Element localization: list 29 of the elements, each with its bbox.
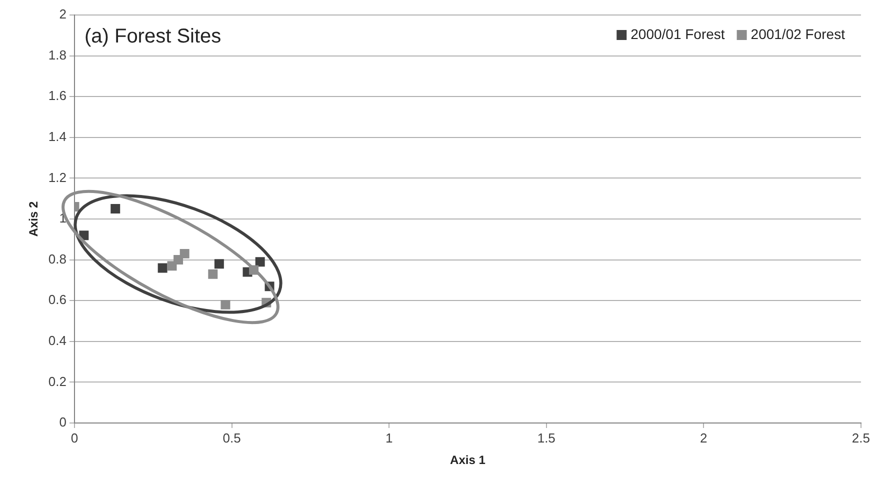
y-tick-label: 2 <box>59 6 66 22</box>
point <box>220 300 230 310</box>
x-tick-label: 0 <box>70 430 78 446</box>
y-tick-label: 0.8 <box>48 251 66 266</box>
point <box>180 248 190 258</box>
point <box>208 269 218 279</box>
y-tick-label: 1.2 <box>48 170 66 185</box>
y-tick-label: 1.8 <box>48 47 66 62</box>
x-tick-label: 0.5 <box>222 430 241 446</box>
y-tick-label: 0.2 <box>48 374 66 389</box>
x-tick-label: 1.5 <box>537 430 556 446</box>
text: (a) Forest Sites <box>84 26 222 48</box>
x-tick-label: 1 <box>385 430 393 446</box>
x-axis-title: Axis 1 <box>450 453 486 468</box>
x-tick-label: 2.5 <box>852 430 870 446</box>
point <box>214 259 224 269</box>
point <box>158 263 168 273</box>
y-tick-label: 0.6 <box>48 292 66 308</box>
point <box>110 204 120 214</box>
legend-label: 2001/02 Forest <box>750 26 846 42</box>
y-tick-label: 0.4 <box>48 332 66 348</box>
y-axis-title: Axis 2 <box>26 201 41 237</box>
y-tick-label: 1.6 <box>48 88 66 104</box>
y-tick-label: 1.4 <box>48 128 66 144</box>
y-tick-label: 1 <box>59 210 66 226</box>
y-tick-label: 0 <box>59 414 66 430</box>
point <box>255 257 265 267</box>
legend-label: 2000/01 Forest <box>630 26 725 42</box>
x-tick-label: 2 <box>700 430 708 446</box>
